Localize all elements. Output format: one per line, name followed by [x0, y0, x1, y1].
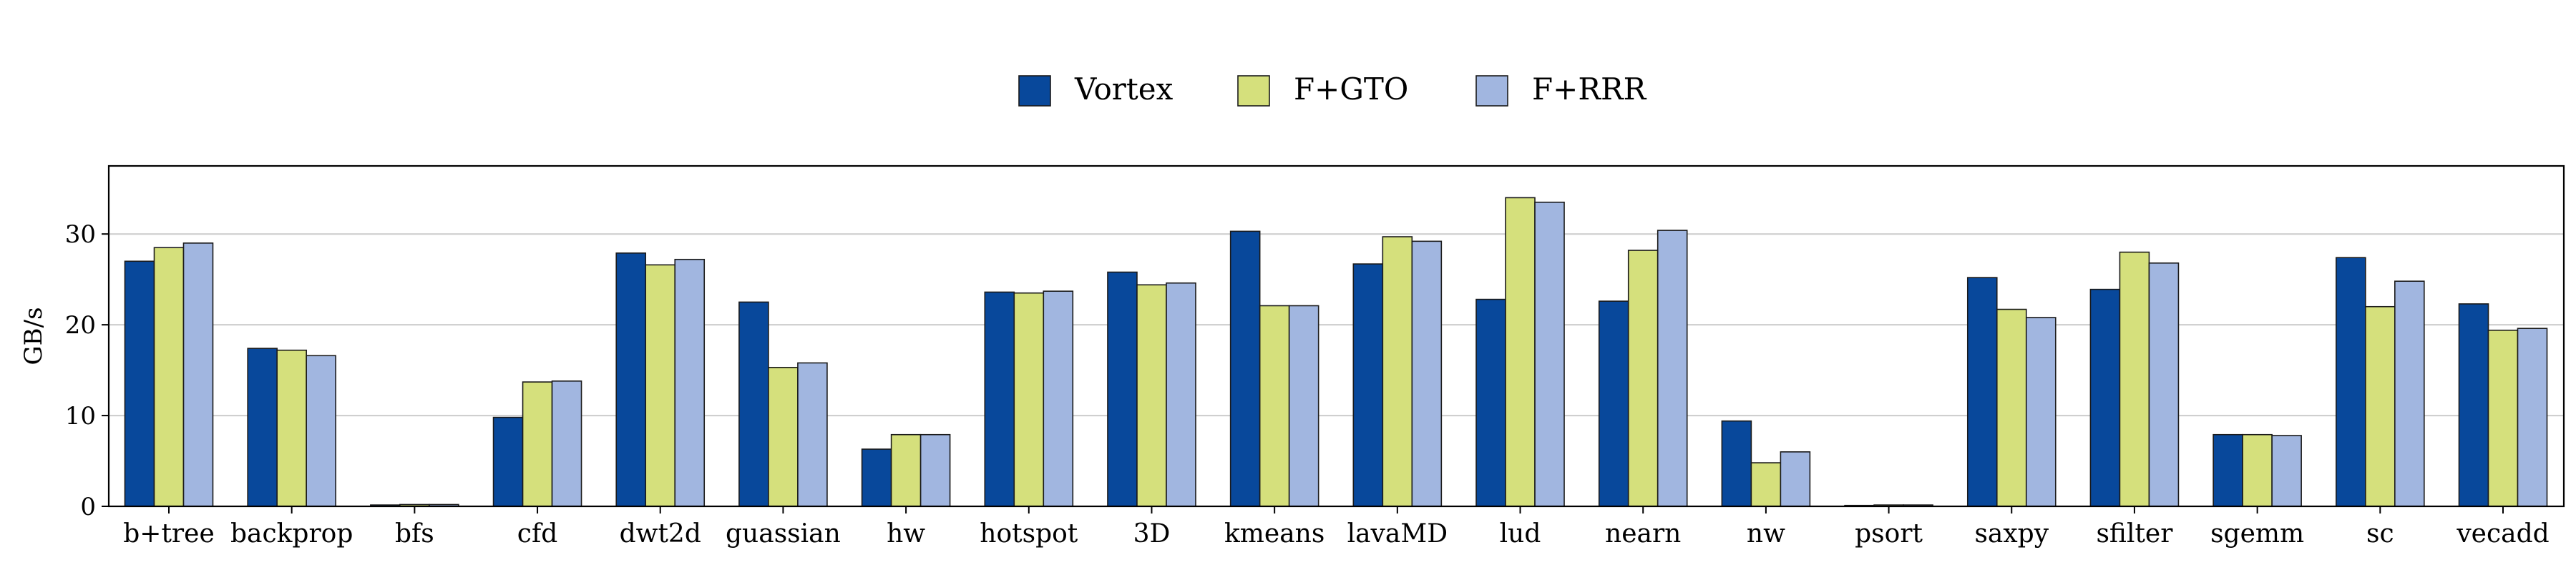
bar [2212, 433, 2243, 507]
x-tick-label: lud [1500, 519, 1541, 549]
bar [1411, 240, 1443, 507]
bar [1627, 250, 1659, 507]
x-tick-label: 3D [1133, 519, 1171, 549]
bar [645, 264, 676, 507]
y-axis: 0 10 20 30 [65, 220, 109, 521]
bar [2365, 305, 2396, 507]
bar [2517, 328, 2548, 507]
bar [276, 349, 307, 507]
y-axis-label: GB/s [19, 307, 48, 365]
bar [1107, 271, 1138, 507]
legend-label: F+GTO [1294, 72, 1408, 107]
legend-swatch [1237, 75, 1270, 107]
bar [153, 247, 185, 507]
bar [2089, 288, 2121, 507]
x-tick-label: hotspot [980, 519, 1078, 549]
bar [1352, 263, 1384, 507]
bar [1382, 236, 1413, 507]
y-tick-label: 0 [80, 493, 96, 521]
bar [2242, 433, 2273, 507]
bar [1475, 298, 1506, 507]
bar [768, 366, 799, 507]
bar [1996, 308, 2027, 507]
x-tick-label: bfs [395, 519, 434, 549]
x-tick-label: lavaMD [1347, 519, 1448, 549]
bar [492, 416, 524, 507]
bar [2119, 251, 2150, 507]
bar [984, 291, 1015, 507]
legend-swatch [1018, 75, 1051, 107]
bar [2487, 329, 2519, 507]
x-tick-label: sfilter [2096, 519, 2173, 549]
x-tick-label: saxpy [1974, 519, 2049, 549]
bar [1966, 277, 1998, 507]
bar [1288, 305, 1319, 507]
bar [1598, 300, 1629, 507]
legend: Vortex F+GTO F+RRR [1018, 72, 1647, 107]
bar [2025, 317, 2057, 507]
bar [1505, 197, 1536, 507]
x-tick-label: nearn [1605, 519, 1681, 549]
x-tick-label: kmeans [1224, 519, 1324, 549]
x-tick-label: hw [887, 519, 925, 549]
bar [1750, 462, 1782, 507]
bar [1259, 305, 1290, 507]
bar [1136, 284, 1167, 507]
y-tick-label: 20 [65, 311, 96, 340]
x-tick-label: sgemm [2210, 519, 2304, 549]
plot-frame [107, 164, 2565, 508]
y-tick-label: 30 [65, 220, 96, 249]
bar [1043, 290, 1074, 507]
gridlines [109, 233, 2564, 417]
bar [797, 362, 828, 507]
bar [615, 252, 647, 507]
x-axis: b+tree backprop bfs cfd dwt2d guassian hw hotsp… [123, 506, 2550, 549]
bar [738, 301, 769, 507]
x-tick-label: guassian [726, 519, 841, 549]
bar [674, 258, 706, 507]
bar [890, 433, 922, 507]
legend-swatch [1475, 75, 1508, 107]
bar [2336, 257, 2366, 507]
bar [124, 260, 155, 507]
x-tick-label: sc [2366, 519, 2394, 549]
legend-label: F+RRR [1532, 72, 1647, 107]
bar [1534, 201, 1565, 507]
x-tick-label: vecadd [2456, 519, 2549, 549]
bar [2394, 280, 2425, 507]
y-tick-label: 10 [65, 402, 96, 431]
bar [247, 348, 278, 507]
bar [1166, 282, 1196, 507]
bar [182, 242, 214, 507]
x-tick-label: cfd [517, 519, 558, 549]
bar [2271, 435, 2302, 507]
bars [124, 197, 2548, 507]
x-tick-label: dwt2d [620, 519, 701, 549]
bar [1229, 230, 1261, 507]
bar [1013, 292, 1045, 507]
bar [919, 433, 951, 507]
x-tick-label: backprop [230, 519, 353, 549]
bar [2458, 303, 2489, 507]
x-tick-label: nw [1747, 519, 1785, 549]
bar [1780, 451, 1811, 507]
bar [306, 355, 336, 507]
x-tick-label: b+tree [123, 519, 215, 549]
bar [551, 380, 582, 507]
bar [2148, 262, 2180, 507]
x-tick-label: psort [1855, 519, 1923, 549]
legend-label: Vortex [1074, 72, 1174, 107]
bar [1721, 420, 1752, 507]
bar [1657, 230, 1688, 507]
bar [861, 448, 892, 507]
bar [522, 381, 553, 507]
